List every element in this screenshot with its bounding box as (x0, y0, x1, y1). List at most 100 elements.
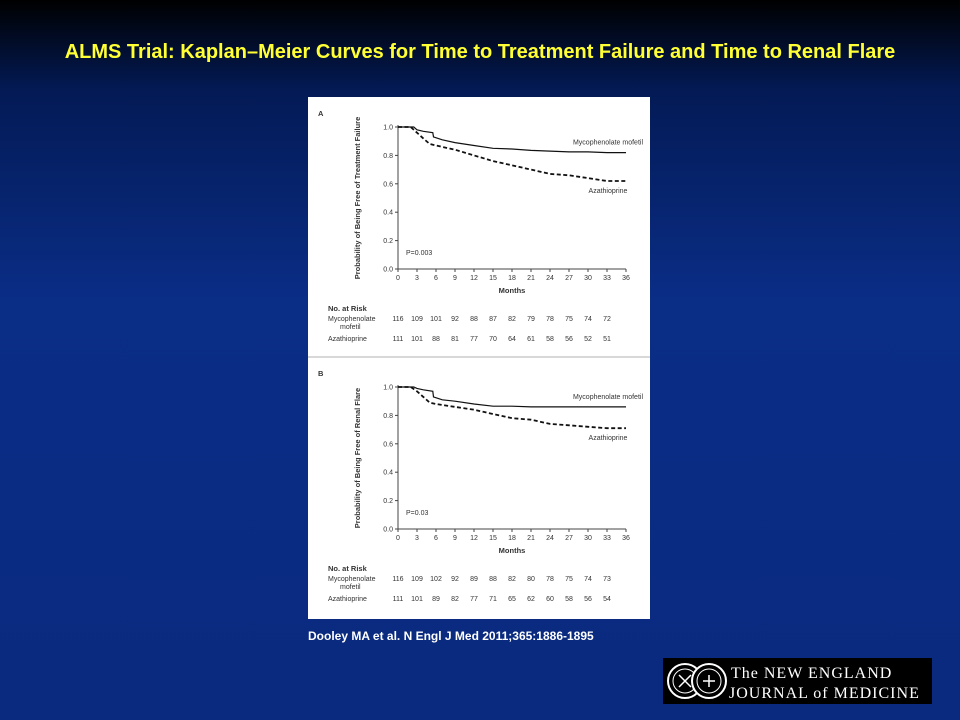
x-tick-label: 21 (527, 275, 535, 282)
risk-value: 92 (451, 316, 459, 323)
risk-value: 56 (584, 596, 592, 603)
x-tick-label: 36 (622, 535, 630, 542)
risk-value: 88 (432, 336, 440, 343)
x-tick-label: 12 (470, 535, 478, 542)
logo-line1: The NEW ENGLAND (731, 665, 892, 682)
y-tick-label: 0.8 (383, 153, 393, 160)
risk-value: 79 (527, 316, 535, 323)
risk-value: 77 (470, 336, 478, 343)
risk-value: 73 (603, 576, 611, 583)
risk-value: 101 (430, 316, 442, 323)
series-line-azathioprine (398, 126, 626, 182)
risk-value: 70 (489, 336, 497, 343)
risk-value: 61 (527, 336, 535, 343)
panel-a: A0.00.20.40.60.81.00 3 6 9 12 15 18 21 24 27 30 33 3… (318, 109, 643, 343)
y-tick-label: 0.6 (383, 441, 393, 448)
risk-value: 52 (584, 336, 592, 343)
series-label: Mycophenolate mofetil (573, 394, 643, 401)
risk-value: 82 (508, 316, 516, 323)
series-label: Azathioprine (589, 188, 628, 195)
nejm-logo: The NEW ENGLAND JOURNAL of MEDICINE (663, 658, 932, 704)
risk-value: 89 (432, 596, 440, 603)
risk-row-label-2: mofetil (340, 584, 361, 591)
risk-value: 74 (584, 576, 592, 583)
risk-table-header: No. at Risk (328, 304, 368, 313)
x-tick-label: 18 (508, 535, 516, 542)
risk-value: 109 (411, 576, 423, 583)
x-tick-label: 27 (565, 535, 573, 542)
risk-value: 60 (546, 596, 554, 603)
x-tick-label: 9 (453, 535, 457, 542)
y-tick-label: 0.4 (383, 470, 393, 477)
risk-value: 80 (527, 576, 535, 583)
series-label: Azathioprine (589, 435, 628, 442)
p-value: P=0.003 (406, 250, 432, 257)
risk-row-label: Mycophenolate (328, 576, 376, 583)
x-tick-label: 30 (584, 275, 592, 282)
risk-table-header: No. at Risk (328, 564, 368, 573)
risk-value: 109 (411, 316, 423, 323)
x-tick-label: 0 (396, 275, 400, 282)
x-tick-label: 27 (565, 275, 573, 282)
x-tick-label: 3 (415, 275, 419, 282)
x-tick-label: 30 (584, 535, 592, 542)
risk-value: 75 (565, 316, 573, 323)
y-tick-label: 0.6 (383, 181, 393, 188)
risk-value: 88 (489, 576, 497, 583)
x-axis-label: Months (499, 546, 526, 555)
risk-value: 65 (508, 596, 516, 603)
y-tick-label: 0.0 (383, 267, 393, 274)
risk-value: 116 (392, 576, 403, 583)
km-figure: A 0.0 0.2 0.4 0.6 0.8 1.0 0 3 6 9 12 15 18 21 24 27 30 33 3… (308, 97, 650, 619)
x-tick-label: 33 (603, 535, 611, 542)
x-tick-label: 15 (489, 535, 497, 542)
risk-row-label-2: mofetil (340, 324, 361, 331)
risk-value: 72 (603, 316, 611, 323)
risk-value: 92 (451, 576, 459, 583)
risk-value: 111 (393, 596, 404, 603)
x-tick-label: 21 (527, 535, 535, 542)
risk-value: 82 (451, 596, 459, 603)
risk-value: 62 (527, 596, 535, 603)
x-tick-label: 18 (508, 275, 516, 282)
series-line-mycophenolate (398, 126, 626, 154)
x-tick-label: 3 (415, 535, 419, 542)
y-tick-label: 1.0 (383, 125, 393, 132)
x-tick-label: 0 (396, 535, 400, 542)
p-value: P=0.03 (406, 510, 428, 517)
series-line-mycophenolate (398, 386, 626, 408)
y-tick-label: 0.8 (383, 413, 393, 420)
panel-b: B0.00.20.40.60.81.00 3 6 9 12 15 18 21 24 27 30 33 3… (318, 369, 643, 603)
risk-value: 64 (508, 336, 516, 343)
x-tick-label: 6 (434, 275, 438, 282)
risk-value: 58 (546, 336, 554, 343)
y-tick-label: 0.2 (383, 238, 393, 245)
logo-line2: JOURNAL of MEDICINE (729, 685, 920, 702)
risk-value: 82 (508, 576, 516, 583)
y-tick-label: 0.4 (383, 210, 393, 217)
panel-label: A (318, 109, 324, 118)
risk-value: 74 (584, 316, 592, 323)
risk-value: 87 (489, 316, 497, 323)
x-tick-label: 33 (603, 275, 611, 282)
km-charts-svg: A0.00.20.40.60.81.00 3 6 9 12 15 18 21 24 27 30 33 3… (308, 109, 650, 603)
risk-value: 71 (489, 596, 497, 603)
series-line-azathioprine (398, 386, 626, 430)
y-tick-label: 0.2 (383, 498, 393, 505)
x-tick-label: 9 (453, 275, 457, 282)
x-axis-label: Months (499, 286, 526, 295)
y-axis-label: Probability of Being Free of Treatment F… (353, 117, 362, 280)
risk-value: 77 (470, 596, 478, 603)
risk-value: 78 (546, 576, 554, 583)
risk-value: 54 (603, 596, 611, 603)
citation: Dooley MA et al. N Engl J Med 2011;365:1… (308, 629, 594, 643)
risk-row-label: Mycophenolate (328, 316, 376, 323)
risk-value: 75 (565, 576, 573, 583)
risk-value: 89 (470, 576, 478, 583)
risk-row-label: Azathioprine (328, 596, 367, 603)
risk-value: 88 (470, 316, 478, 323)
risk-value: 101 (411, 596, 423, 603)
risk-value: 81 (451, 336, 459, 343)
risk-value: 56 (565, 336, 573, 343)
y-tick-label: 0.0 (383, 527, 393, 534)
